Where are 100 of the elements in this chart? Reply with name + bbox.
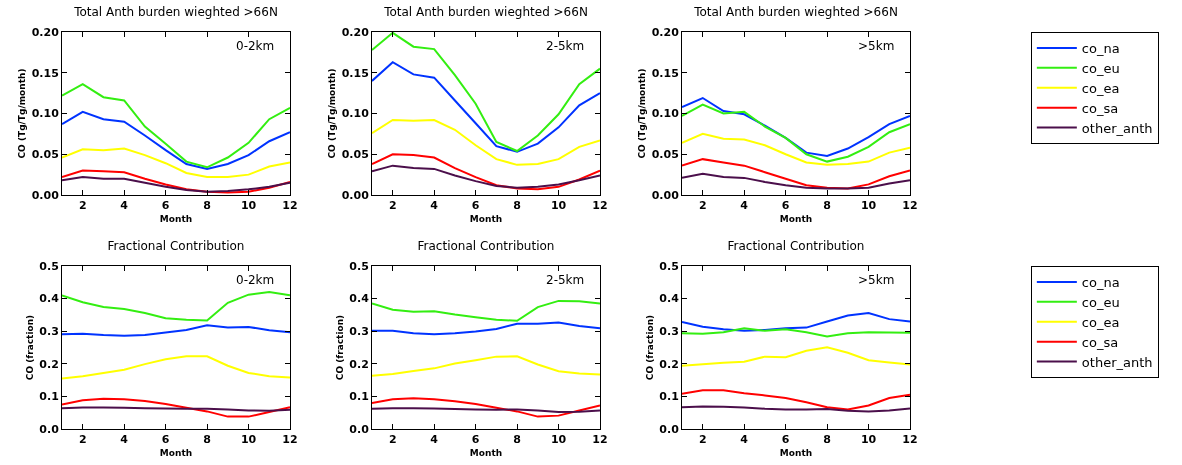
- legend-label: co_na: [1081, 275, 1120, 291]
- legend-label: co_na: [1081, 41, 1120, 57]
- x-tick-label: 12: [592, 199, 608, 213]
- line-series: [62, 147, 290, 179]
- x-tick-label: 10: [240, 199, 257, 213]
- line-series: [62, 355, 290, 380]
- annotation: 2-5km: [546, 39, 585, 53]
- y-tick-label: 0.0: [349, 422, 370, 436]
- chart-title: Fractional Contribution: [727, 239, 865, 254]
- x-axis-title: Month: [779, 448, 813, 458]
- line-series: [682, 172, 910, 190]
- chart-title: Fractional Contribution: [107, 239, 245, 254]
- x-tick-label: 10: [240, 433, 257, 447]
- chart-title: Total Anth burden wieghted >66N: [693, 5, 898, 20]
- x-tick-label: 4: [430, 433, 439, 447]
- line-series: [372, 61, 600, 153]
- y-tick-label: 0.4: [659, 292, 680, 306]
- x-tick-label: 2: [78, 199, 87, 213]
- y-tick-label: 0.5: [349, 259, 369, 273]
- line-series: [62, 176, 290, 193]
- line-series: [62, 83, 290, 169]
- line-series: [682, 132, 910, 166]
- y-tick-label: 0.05: [31, 148, 59, 162]
- x-tick-label: 8: [513, 433, 521, 447]
- x-tick-label: 6: [471, 433, 480, 447]
- y-tick-label: 0.00: [341, 188, 370, 202]
- line-series: [372, 32, 600, 152]
- x-tick-label: 12: [282, 199, 298, 213]
- line-series: [372, 355, 600, 377]
- line-series: [372, 397, 600, 418]
- y-tick-label: 0.4: [349, 292, 370, 306]
- y-axis-title: CO (Tg/Tg/month): [17, 68, 28, 159]
- line-series: [682, 103, 910, 163]
- y-tick-label: 0.20: [341, 25, 370, 39]
- x-tick-label: 6: [471, 199, 480, 213]
- y-tick-label: 0.1: [39, 390, 59, 404]
- annotation: >5km: [858, 39, 895, 53]
- annotation: 2-5km: [546, 273, 585, 287]
- y-tick-label: 0.5: [659, 259, 679, 273]
- y-tick-label: 0.0: [659, 422, 680, 436]
- line-series: [62, 291, 290, 322]
- chart-title: Total Anth burden wieghted >66N: [383, 5, 588, 20]
- y-tick-label: 0.2: [39, 357, 59, 371]
- annotation: 0-2km: [236, 273, 275, 287]
- legend-label: co_ea: [1081, 80, 1120, 96]
- x-tick-label: 4: [740, 199, 749, 213]
- y-axis-title: CO (fraction): [644, 314, 655, 381]
- x-tick-label: 6: [161, 199, 170, 213]
- x-tick-label: 10: [860, 199, 877, 213]
- x-axis-title: Month: [469, 448, 503, 458]
- legend-label: other_anth: [1081, 120, 1153, 136]
- line-series: [62, 110, 290, 170]
- annotation: 0-2km: [236, 39, 275, 53]
- x-tick-label: 10: [550, 433, 567, 447]
- y-tick-label: 0.00: [651, 188, 680, 202]
- x-tick-label: 12: [902, 199, 918, 213]
- line-series: [682, 327, 910, 338]
- y-tick-label: 0.15: [651, 66, 679, 80]
- x-tick-label: 4: [430, 199, 439, 213]
- y-tick-label: 0.3: [39, 325, 59, 339]
- x-tick-label: 2: [78, 433, 87, 447]
- x-tick-label: 6: [161, 433, 170, 447]
- line-series: [372, 153, 600, 191]
- x-tick-label: 8: [203, 199, 211, 213]
- y-tick-label: 0.5: [39, 259, 59, 273]
- x-tick-label: 8: [823, 199, 831, 213]
- x-tick-label: 2: [698, 199, 707, 213]
- line-series: [62, 324, 290, 337]
- y-tick-label: 0.20: [651, 25, 680, 39]
- x-tick-label: 10: [550, 199, 567, 213]
- x-tick-label: 12: [902, 433, 918, 447]
- x-tick-label: 4: [120, 433, 129, 447]
- y-tick-label: 0.10: [31, 107, 60, 121]
- y-tick-label: 0.2: [659, 357, 679, 371]
- x-tick-label: 6: [781, 433, 790, 447]
- line-series: [682, 97, 910, 157]
- x-axis-title: Month: [159, 214, 193, 224]
- x-tick-label: 8: [823, 433, 831, 447]
- y-tick-label: 0.05: [651, 148, 679, 162]
- y-tick-label: 0.1: [659, 390, 679, 404]
- y-tick-label: 0.3: [349, 325, 369, 339]
- x-axis-title: Month: [469, 214, 503, 224]
- x-tick-label: 2: [388, 199, 397, 213]
- line-series: [372, 164, 600, 189]
- y-tick-label: 0.20: [31, 25, 60, 39]
- x-tick-label: 6: [781, 199, 790, 213]
- legend-label: co_sa: [1081, 334, 1119, 350]
- line-series: [62, 169, 290, 194]
- line-series: [372, 321, 600, 336]
- x-tick-label: 8: [203, 433, 211, 447]
- y-tick-label: 0.3: [659, 325, 679, 339]
- y-axis-title: CO (Tg/Tg/month): [637, 68, 648, 159]
- y-tick-label: 0.2: [349, 357, 369, 371]
- annotation: >5km: [858, 273, 895, 287]
- legend-label: co_eu: [1081, 60, 1120, 76]
- y-tick-label: 0.0: [39, 422, 60, 436]
- legend-label: co_sa: [1081, 100, 1119, 116]
- line-series: [682, 346, 910, 367]
- y-tick-label: 0.05: [341, 148, 369, 162]
- line-series: [62, 397, 290, 418]
